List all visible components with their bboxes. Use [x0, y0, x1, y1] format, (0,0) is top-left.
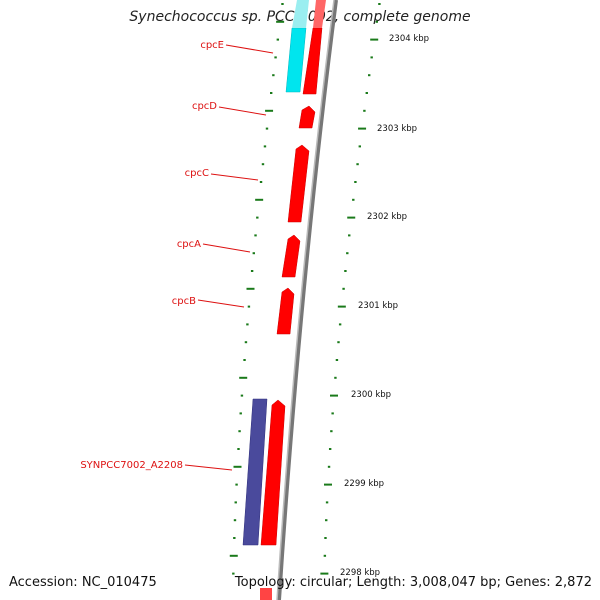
- gene-cpcD[interactable]: [298, 105, 316, 129]
- gene-upper-red-top[interactable]: [313, 0, 326, 28]
- leader-cpcA: [202, 243, 251, 253]
- gene-label-cpcD: cpcD: [192, 101, 217, 112]
- gene-label-A2208: SYNPCC7002_A2208: [80, 460, 183, 471]
- gene-bottom-red[interactable]: [260, 588, 272, 600]
- gene-cpcE-upper[interactable]: [292, 0, 309, 28]
- tick-track-inner: [229, 3, 285, 575]
- leader-A2208: [184, 464, 233, 471]
- scale-label-2302: 2302 kbp: [367, 212, 407, 222]
- gene-leaders: [184, 44, 274, 471]
- leader-cpcC: [210, 173, 259, 181]
- gene-cpcC[interactable]: [287, 144, 310, 223]
- gene-upper-red[interactable]: [302, 27, 323, 95]
- gene-lower-red[interactable]: [260, 399, 286, 546]
- scale-labels: 2304 kbp 2303 kbp 2302 kbp 2301 kbp 2300…: [340, 34, 429, 578]
- leader-cpcE: [225, 44, 274, 54]
- scale-label-2303: 2303 kbp: [377, 124, 417, 134]
- scale-label-2299: 2299 kbp: [344, 479, 384, 489]
- gene-label-cpcA: cpcA: [177, 239, 201, 250]
- scale-label-2304: 2304 kbp: [389, 34, 429, 44]
- genome-backbone: [277, 0, 338, 600]
- gene-label-cpcE: cpcE: [200, 40, 224, 51]
- gene-cpcE[interactable]: [285, 27, 307, 93]
- gene-labels: cpcE cpcD cpcC cpcA cpcB SYNPCC7002_A220…: [80, 40, 224, 471]
- gene-cpcA[interactable]: [281, 234, 301, 278]
- scale-label-2300: 2300 kbp: [351, 390, 391, 400]
- gene-label-cpcB: cpcB: [172, 296, 196, 307]
- topology-text: Topology: circular; Length: 3,008,047 bp…: [234, 575, 592, 590]
- scale-label-2298: 2298 kbp: [340, 568, 380, 578]
- scale-label-2301: 2301 kbp: [358, 301, 398, 311]
- accession-text: Accession: NC_010475: [9, 575, 157, 590]
- gene-SYNPCC7002_A2208[interactable]: [242, 398, 268, 546]
- tick-track-outer: [320, 3, 381, 575]
- gene-label-cpcC: cpcC: [185, 168, 209, 179]
- gene-cpcB[interactable]: [276, 287, 295, 335]
- leader-cpcB: [197, 299, 245, 308]
- feature-track: [242, 0, 326, 600]
- genome-backbone-highlight: [276, 0, 335, 600]
- leader-cpcD: [218, 106, 267, 116]
